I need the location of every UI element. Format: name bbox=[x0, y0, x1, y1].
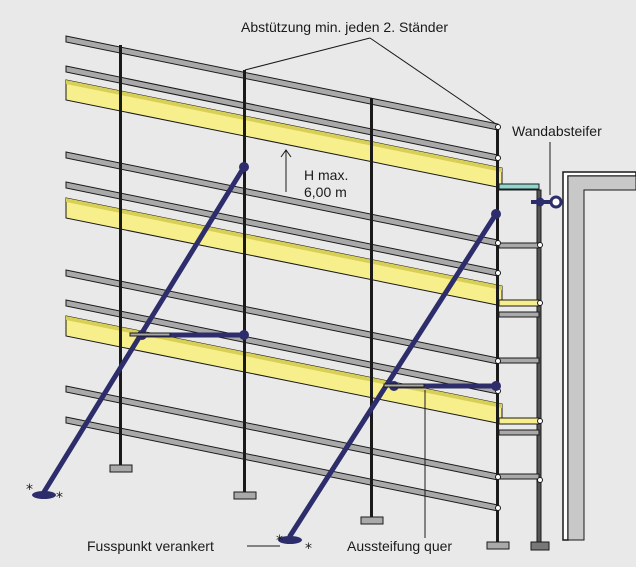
label-foot-anchor: Fusspunkt verankert bbox=[87, 538, 214, 554]
label-height-max: H max. bbox=[304, 167, 348, 183]
standards bbox=[109, 45, 510, 550]
brace-joints bbox=[137, 162, 501, 391]
cross-brace-tubes bbox=[129, 332, 425, 388]
foot-anchor-right: * * bbox=[276, 533, 312, 557]
standard-4 bbox=[496, 126, 499, 544]
guard-rails bbox=[65, 35, 499, 512]
label-wall-tie: Wandabsteifer bbox=[512, 123, 602, 139]
label-support: Abstützung min. jeden 2. Ständer bbox=[241, 19, 448, 35]
label-cross-bracing: Aussteifung quer bbox=[347, 538, 452, 554]
support-braces bbox=[41, 164, 499, 539]
standard-3 bbox=[370, 98, 373, 519]
wall-tie bbox=[531, 195, 563, 209]
base-plate-3 bbox=[360, 516, 384, 525]
leader-lines bbox=[244, 37, 551, 547]
svg-text:*: * bbox=[305, 541, 312, 557]
toe-boards bbox=[65, 79, 503, 425]
base-plate-4 bbox=[486, 541, 510, 550]
svg-text:*: * bbox=[276, 533, 283, 549]
svg-text:*: * bbox=[26, 482, 33, 498]
rail-end-caps bbox=[495, 124, 543, 511]
base-plate-1 bbox=[109, 464, 133, 473]
standard-1 bbox=[119, 45, 122, 467]
brace-right bbox=[287, 211, 499, 539]
label-height-value: 6,00 m bbox=[304, 184, 347, 200]
svg-text:*: * bbox=[56, 490, 63, 506]
base-plate-2 bbox=[233, 491, 257, 500]
side-frame bbox=[498, 183, 550, 551]
standard-2 bbox=[243, 70, 246, 494]
wall bbox=[562, 171, 636, 541]
foot-anchor-left: * * bbox=[26, 482, 63, 506]
brace-left bbox=[41, 164, 247, 495]
